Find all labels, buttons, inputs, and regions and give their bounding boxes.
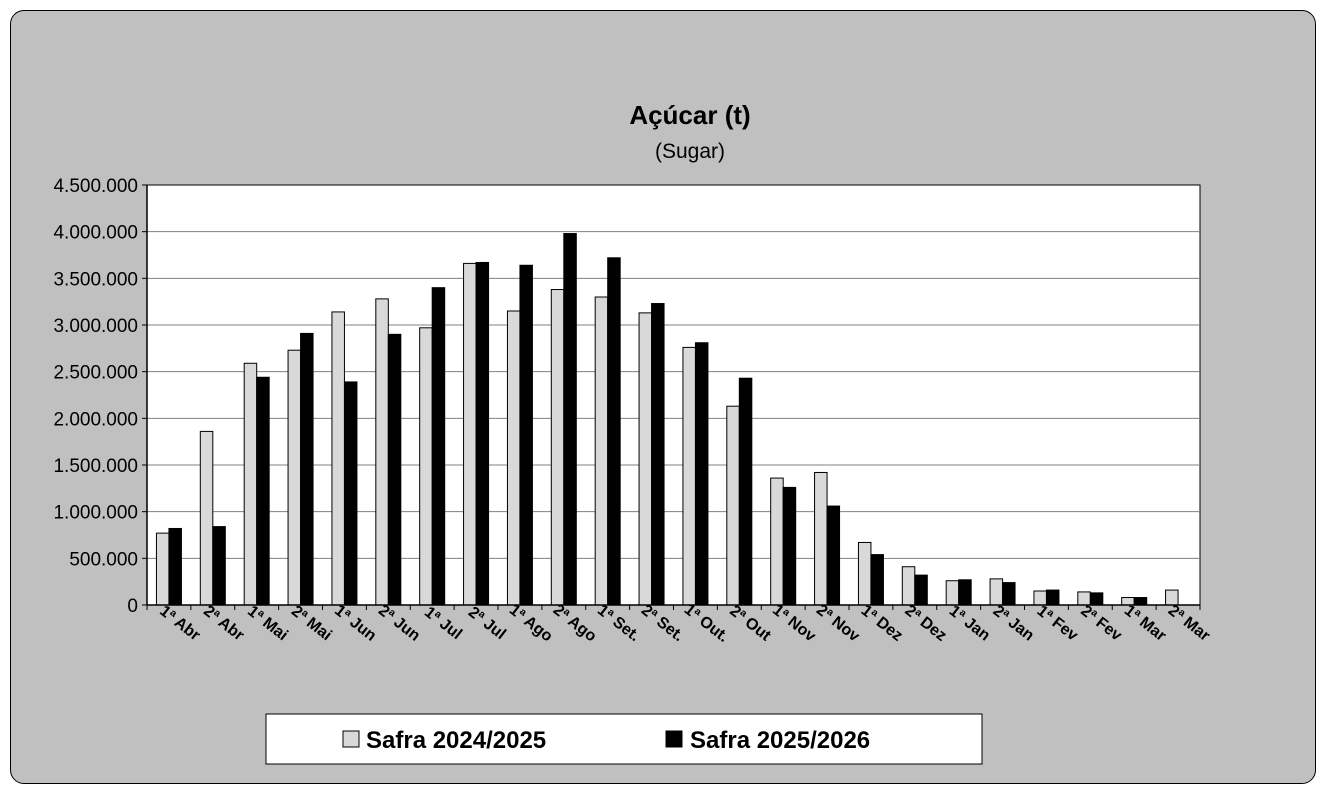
chart-subtitle: (Sugar) bbox=[655, 140, 725, 163]
legend-swatch-series-1 bbox=[342, 730, 360, 748]
bar-series-1 bbox=[945, 580, 960, 606]
bar-series-1 bbox=[155, 532, 170, 606]
bar-series-1 bbox=[682, 346, 696, 606]
plot-area bbox=[146, 184, 1201, 606]
x-tick-label: 2ª Fev bbox=[1077, 602, 1124, 644]
bar-series-2 bbox=[607, 257, 621, 606]
bar-series-2 bbox=[212, 526, 226, 606]
bar-series-2 bbox=[256, 376, 270, 606]
x-tick-label: 1ª Jul bbox=[421, 604, 465, 643]
bar-series-2 bbox=[870, 554, 884, 606]
bar-series-2 bbox=[475, 261, 490, 606]
x-tick-label: 2ª Jul bbox=[465, 604, 509, 643]
y-tick-label: 2.500.000 bbox=[53, 363, 138, 384]
bar-series-1 bbox=[638, 312, 653, 606]
bar-series-1 bbox=[770, 477, 784, 606]
x-tick-label: 1ª Out. bbox=[681, 601, 732, 646]
x-tick-label: 2ª Mar bbox=[1165, 602, 1213, 645]
y-tick-label: 3.500.000 bbox=[53, 269, 138, 290]
x-tick-label: 1ª Abr bbox=[156, 603, 203, 645]
bar-series-2 bbox=[826, 505, 841, 606]
bar-series-2 bbox=[651, 303, 665, 606]
bar-series-2 bbox=[1045, 589, 1060, 606]
bar-series-1 bbox=[726, 405, 740, 606]
y-tick-label: 3.000.000 bbox=[53, 316, 138, 337]
bar-series-2 bbox=[738, 377, 753, 606]
bar-series-2 bbox=[914, 574, 928, 606]
bar-series-1 bbox=[331, 311, 345, 606]
x-tick-label: 1ª Jan bbox=[946, 602, 993, 644]
bar-series-2 bbox=[343, 381, 358, 606]
bar-series-2 bbox=[563, 233, 577, 606]
bar-series-1 bbox=[419, 327, 433, 606]
y-tick-label: 4.000.000 bbox=[53, 223, 138, 244]
x-tick-label: 2ª Nov bbox=[813, 602, 863, 646]
x-tick-label: 2ª Mai bbox=[288, 603, 335, 645]
x-tick-label: 1ª Dez bbox=[858, 602, 906, 645]
legend-label-series-1: Safra 2024/2025 bbox=[366, 727, 546, 754]
y-tick-label: 1.000.000 bbox=[53, 503, 138, 524]
chart-title: Açúcar (t) bbox=[629, 100, 750, 130]
bar-series-1 bbox=[199, 430, 214, 606]
x-tick-label: 2ª Dez bbox=[902, 602, 950, 645]
bar-series-1 bbox=[989, 578, 1004, 606]
bar-series-2 bbox=[168, 527, 182, 606]
bar-series-2 bbox=[387, 333, 402, 606]
bar-series-1 bbox=[550, 289, 565, 606]
bar-series-1 bbox=[463, 262, 477, 606]
bar-series-1 bbox=[243, 362, 258, 606]
bar-series-2 bbox=[1002, 582, 1016, 606]
bar-series-2 bbox=[782, 486, 797, 606]
bar-series-2 bbox=[1089, 592, 1104, 606]
gridlines bbox=[147, 231, 1200, 559]
x-tick-label: 1ª Mai bbox=[244, 603, 291, 645]
x-tick-label: 1ª Mar bbox=[1121, 602, 1169, 645]
y-tick-label: 0 bbox=[127, 596, 138, 617]
x-tick-label: 2ª Abr bbox=[200, 603, 247, 645]
y-axis-ticks: 0 500.000 1.000.000 1.500.000 2.000.000 2.500… bbox=[53, 176, 147, 617]
bar-series-2 bbox=[1133, 597, 1148, 606]
x-tick-label: 1ª Fev bbox=[1034, 602, 1081, 644]
legend-box bbox=[265, 713, 983, 765]
legend: Safra 2024/2025 Safra 2025/2026 bbox=[265, 713, 983, 765]
bar-series-2 bbox=[300, 332, 314, 606]
bar-series-1 bbox=[814, 471, 828, 606]
bar-series-1 bbox=[375, 298, 389, 606]
x-tick-label: 2ª Jun bbox=[375, 602, 423, 645]
legend-label-series-2: Safra 2025/2026 bbox=[690, 727, 870, 754]
bar-series-1 bbox=[594, 296, 609, 606]
bar-series-2 bbox=[431, 287, 446, 606]
y-tick-label: 2.000.000 bbox=[53, 409, 138, 430]
x-tick-label: 2ª Ago bbox=[550, 601, 600, 645]
bar-series-1 bbox=[901, 566, 916, 606]
x-tick-label: 2ª Jan bbox=[990, 602, 1037, 644]
y-tick-label: 500.000 bbox=[69, 549, 138, 570]
y-tick-label: 1.500.000 bbox=[53, 456, 138, 477]
x-tick-label: 1ª Nov bbox=[769, 602, 819, 646]
bar-series-1 bbox=[287, 349, 302, 606]
x-tick-label: 1ª Ago bbox=[506, 601, 556, 645]
bar-series-2 bbox=[519, 264, 533, 606]
bar-series-2 bbox=[694, 342, 709, 606]
x-tick-label: 2ª Set. bbox=[638, 602, 687, 645]
y-tick-label: 4.500.000 bbox=[53, 176, 138, 197]
x-tick-label: 2ª Out bbox=[726, 602, 774, 645]
bar-series-2 bbox=[958, 579, 972, 606]
x-tick-label: 1ª Jun bbox=[331, 602, 379, 645]
legend-swatch-series-2 bbox=[665, 730, 683, 748]
bar-series-1 bbox=[857, 541, 872, 606]
x-tick-label: 1ª Set. bbox=[594, 602, 643, 645]
bar-series-1 bbox=[506, 310, 521, 606]
